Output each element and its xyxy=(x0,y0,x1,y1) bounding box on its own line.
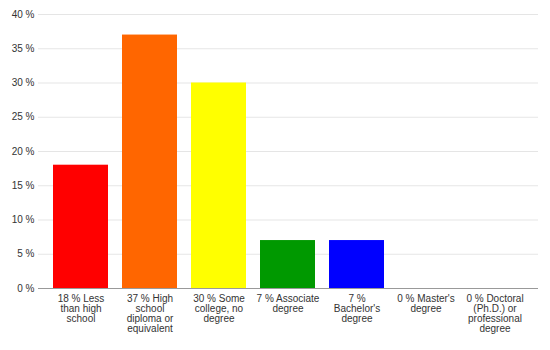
svg-text:7 %Bachelor'sdegree: 7 %Bachelor'sdegree xyxy=(334,293,380,324)
svg-text:20 %: 20 % xyxy=(12,146,35,157)
svg-text:30 % Somecollege, nodegree: 30 % Somecollege, nodegree xyxy=(193,293,245,324)
svg-text:10 %: 10 % xyxy=(12,214,35,225)
svg-text:0 % Doctoral(Ph.D.) orprofessi: 0 % Doctoral(Ph.D.) orprofessionaldegree xyxy=(466,293,523,334)
svg-text:35 %: 35 % xyxy=(12,43,35,54)
svg-text:0 %: 0 % xyxy=(17,283,34,294)
svg-text:0 % Master'sdegree: 0 % Master'sdegree xyxy=(397,293,454,314)
svg-text:5 %: 5 % xyxy=(17,248,34,259)
svg-text:7 % Associatedegree: 7 % Associatedegree xyxy=(257,293,320,314)
svg-text:40 %: 40 % xyxy=(12,9,35,20)
svg-text:30 %: 30 % xyxy=(12,77,35,88)
svg-text:25 %: 25 % xyxy=(12,111,35,122)
svg-text:37 % Highschooldiploma orequiv: 37 % Highschooldiploma orequivalent xyxy=(127,293,174,334)
svg-text:15 %: 15 % xyxy=(12,180,35,191)
svg-text:18 % Lessthan highschool: 18 % Lessthan highschool xyxy=(58,293,105,324)
